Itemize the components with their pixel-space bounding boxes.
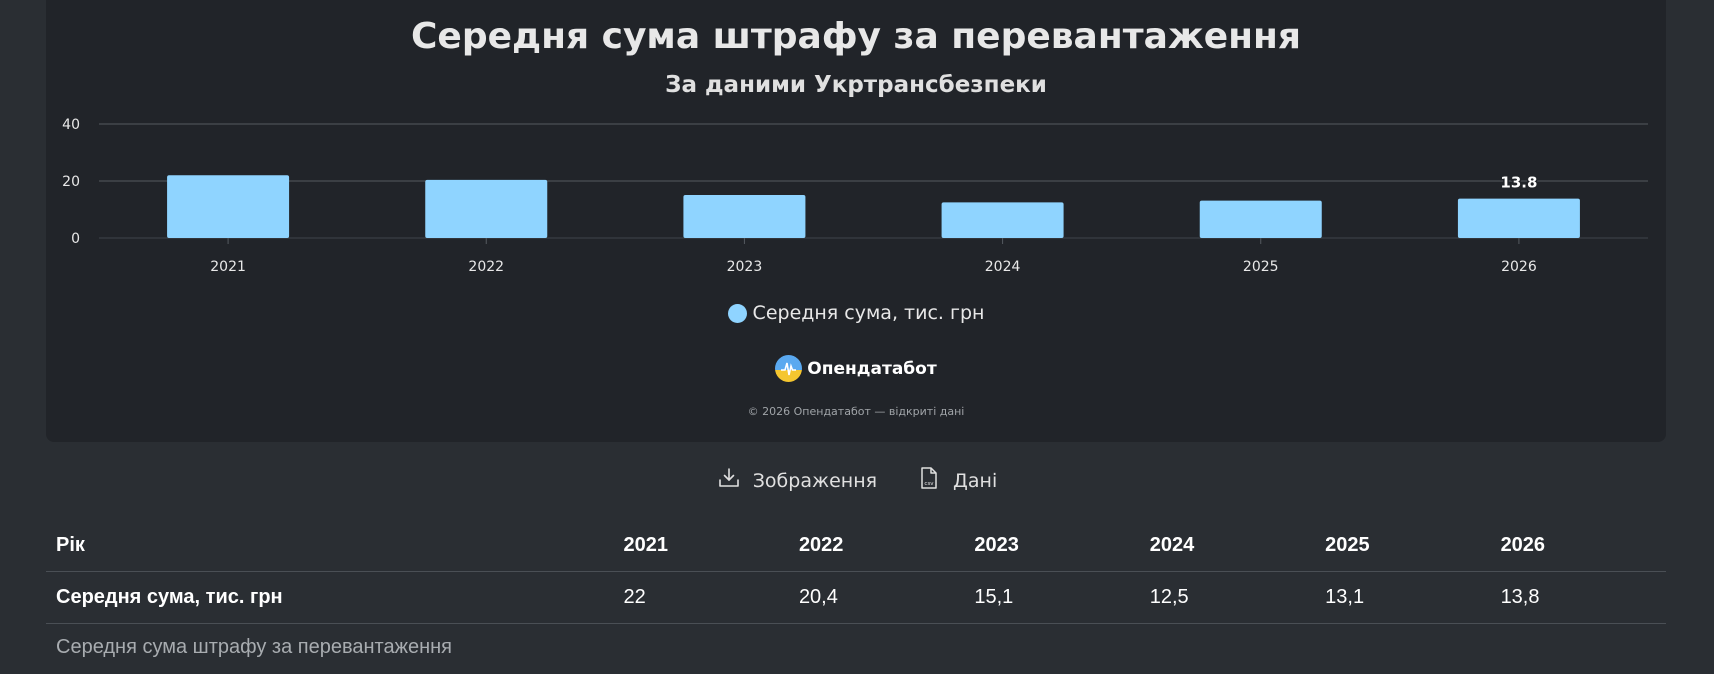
table-cell: 12,5 (1139, 571, 1316, 624)
table-caption: Середня сума штрафу за перевантаження (56, 636, 453, 658)
download-data-button[interactable]: csv Дані (917, 466, 997, 495)
bar (167, 175, 290, 238)
chart-title: Середня сума штрафу за перевантаження (411, 16, 1301, 57)
bar (425, 179, 548, 238)
opendatabot-logo-icon (775, 355, 803, 382)
table-header-year: 2025 (1315, 520, 1491, 572)
bar-chart: 0 20 40 2021 2022 2023 2024 2025 2026 13.8 (62, 117, 1648, 275)
brand-name: Опендатабот (807, 358, 937, 379)
data-label: 13.8 (1500, 174, 1537, 192)
x-tick-label: 2022 (468, 259, 504, 275)
x-tick-label: 2025 (1243, 259, 1279, 275)
table-cell: 22 (613, 571, 789, 624)
svg-text:csv: csv (924, 481, 934, 487)
download-image-label: Зображення (752, 469, 878, 492)
table-header-year: 2021 (613, 520, 789, 572)
download-image-button[interactable]: Зображення (717, 466, 877, 495)
csv-file-icon: csv (917, 466, 941, 495)
legend-marker (727, 303, 747, 323)
copyright-text: © 2026 Опендатабот — відкриті дані (747, 405, 965, 418)
table-cell: 20,4 (788, 571, 965, 624)
x-tick-label: 2024 (985, 259, 1021, 275)
table-header-year: 2022 (788, 520, 965, 572)
table-row: Середня сума, тис. грн 22 20,4 15,1 12,5… (46, 571, 1666, 624)
chart-subtitle: За даними Укртрансбезпеки (665, 72, 1047, 98)
y-tick-label: 0 (71, 231, 80, 247)
bar (1457, 198, 1580, 238)
download-icon (717, 466, 741, 495)
x-tick-label: 2023 (727, 259, 763, 275)
download-data-label: Дані (953, 469, 998, 492)
table-header-year-label: Рік (46, 520, 614, 572)
bar (683, 194, 806, 238)
y-tick-label: 40 (62, 117, 80, 133)
data-table: Рік 2021 2022 2023 2024 2025 2026 Середн… (46, 520, 1666, 624)
table-header-year: 2023 (964, 520, 1140, 572)
x-tick-label: 2021 (210, 259, 246, 275)
table-row-label: Середня сума, тис. грн (46, 571, 614, 624)
table-header-row: Рік 2021 2022 2023 2024 2025 2026 (46, 520, 1666, 572)
table-cell: 13,1 (1315, 571, 1491, 624)
legend-label: Середня сума, тис. грн (752, 302, 985, 324)
chart-card: Середня сума штрафу за перевантаження За… (46, 0, 1666, 442)
bar (1199, 200, 1322, 238)
chart-legend[interactable]: Середня сума, тис. грн (46, 302, 1666, 324)
table-header-year: 2026 (1490, 520, 1666, 572)
download-actions: Зображення csv Дані (0, 466, 1714, 495)
y-tick-label: 20 (62, 174, 80, 190)
table-cell: 15,1 (964, 571, 1140, 624)
table-header-year: 2024 (1139, 520, 1316, 572)
x-tick-label: 2026 (1501, 259, 1537, 275)
bar (941, 202, 1064, 238)
table-cell: 13,8 (1490, 571, 1666, 624)
brand: Опендатабот (46, 355, 1666, 382)
